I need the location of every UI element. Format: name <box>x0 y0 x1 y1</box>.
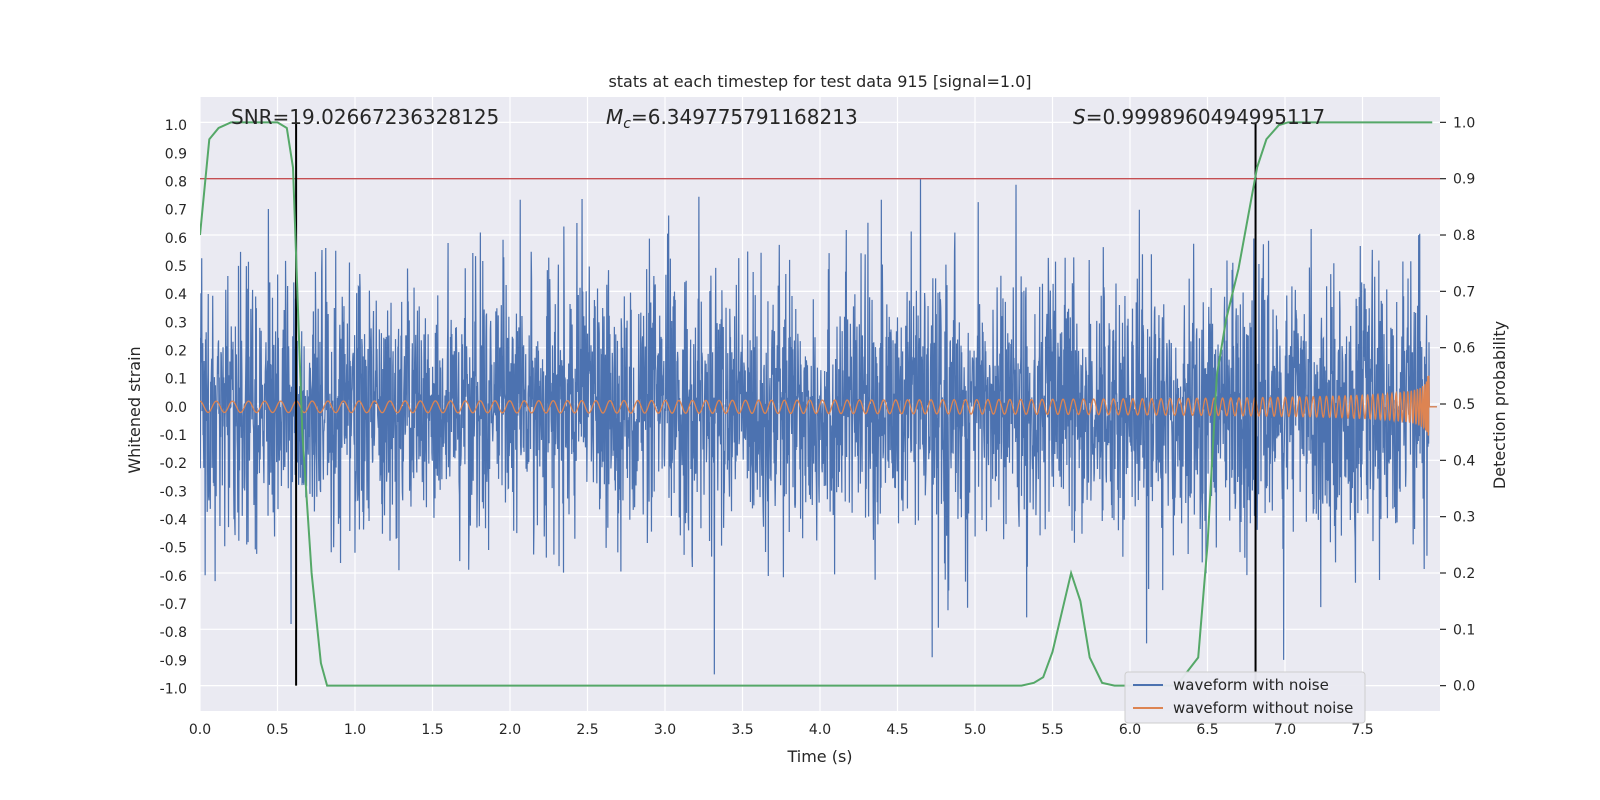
chart-title: stats at each timestep for test data 915… <box>608 72 1031 91</box>
y2-tick-label: 1.0 <box>1453 115 1475 131</box>
x-tick-label: 7.5 <box>1351 722 1373 738</box>
series-waveform-without-noise <box>200 375 1437 436</box>
y-tick-label: 0.3 <box>165 315 187 331</box>
y-axis-label: Whitened strain <box>125 346 144 473</box>
legend-box <box>1124 671 1366 724</box>
y-tick-label: 0.8 <box>165 174 187 190</box>
x-tick-label: 6.0 <box>1119 722 1141 738</box>
x-tick-label: 0.5 <box>266 722 288 738</box>
y2-axis-label: Detection probability <box>1490 321 1509 489</box>
x-tick-label: 2.5 <box>576 722 598 738</box>
y-tick-label: -0.2 <box>160 456 187 472</box>
y2-tick-label: 0.9 <box>1453 172 1475 188</box>
x-axis-label: Time (s) <box>786 747 852 766</box>
y-tick-label: -0.1 <box>160 428 187 444</box>
y2-tick-label: 0.3 <box>1453 510 1475 526</box>
y2-tick-label: 0.0 <box>1453 679 1475 695</box>
x-tick-label: 1.5 <box>421 722 443 738</box>
annotation-s: S=0.9998960494995117 <box>1073 105 1325 129</box>
y2-tick-label: 0.8 <box>1453 228 1475 244</box>
x-tick-label: 5.5 <box>1041 722 1063 738</box>
y2-axis-ticks: 1.0 0.9 0.8 0.7 0.6 0.5 0.4 0.3 0.2 0.1 0.0 <box>1440 115 1475 695</box>
y2-tick-label: 0.7 <box>1453 284 1475 300</box>
y-tick-label: -1.0 <box>160 681 187 697</box>
y-tick-label: 0.5 <box>165 259 187 275</box>
y-tick-label: -0.9 <box>160 653 187 669</box>
x-tick-label: 4.0 <box>809 722 831 738</box>
y-tick-label: -0.6 <box>160 569 187 585</box>
x-tick-label: 7.0 <box>1274 722 1296 738</box>
x-tick-label: 3.5 <box>731 722 753 738</box>
x-axis-ticks: 0.0 0.5 1.0 1.5 2.0 2.5 3.0 3.5 4.0 4.5 5.0 5.5 6.0 6… <box>189 722 1374 738</box>
y-tick-label: 0.9 <box>165 146 187 162</box>
y-tick-label: -0.7 <box>160 597 187 613</box>
y-tick-label: -0.5 <box>160 541 187 557</box>
y2-tick-label: 0.2 <box>1453 566 1475 582</box>
x-tick-label: 2.0 <box>499 722 521 738</box>
y-tick-label: -0.3 <box>160 484 187 500</box>
y-tick-label: 0.1 <box>165 372 187 388</box>
y-tick-label: 0.2 <box>165 343 187 359</box>
y-tick-label: 0.4 <box>165 287 187 303</box>
x-tick-label: 4.5 <box>886 722 908 738</box>
y-axis-ticks: 1.0 0.9 0.8 0.7 0.6 0.5 0.4 0.3 0.2 0.1 0.0 -0.1 -0.… <box>160 118 187 697</box>
legend-label-noise: waveform with noise <box>1173 676 1329 694</box>
y-tick-label: 0.7 <box>165 203 187 219</box>
annotation-snr: SNR=19.02667236328125 <box>231 105 499 129</box>
x-tick-label: 3.0 <box>654 722 676 738</box>
y-tick-label: 0.6 <box>165 231 187 247</box>
x-tick-label: 0.0 <box>189 722 211 738</box>
annotation-mc: Mc=6.349775791168213 <box>606 105 858 132</box>
y-tick-label: 0.0 <box>165 400 187 416</box>
legend: waveform with noise waveform without noi… <box>1124 671 1366 724</box>
x-tick-label: 6.5 <box>1196 722 1218 738</box>
y-tick-label: 1.0 <box>165 118 187 134</box>
x-tick-label: 5.0 <box>964 722 986 738</box>
y2-tick-label: 0.4 <box>1453 453 1475 469</box>
y2-tick-label: 0.6 <box>1453 341 1475 357</box>
y-tick-label: -0.8 <box>160 625 187 641</box>
y2-tick-label: 0.5 <box>1453 397 1475 413</box>
x-tick-label: 1.0 <box>344 722 366 738</box>
y2-tick-label: 0.1 <box>1453 622 1475 638</box>
legend-label-clean: waveform without noise <box>1173 699 1353 717</box>
y-tick-label: -0.4 <box>160 512 187 528</box>
series-detection-probability <box>200 121 1433 687</box>
series-waveform-with-noise <box>200 179 1437 675</box>
